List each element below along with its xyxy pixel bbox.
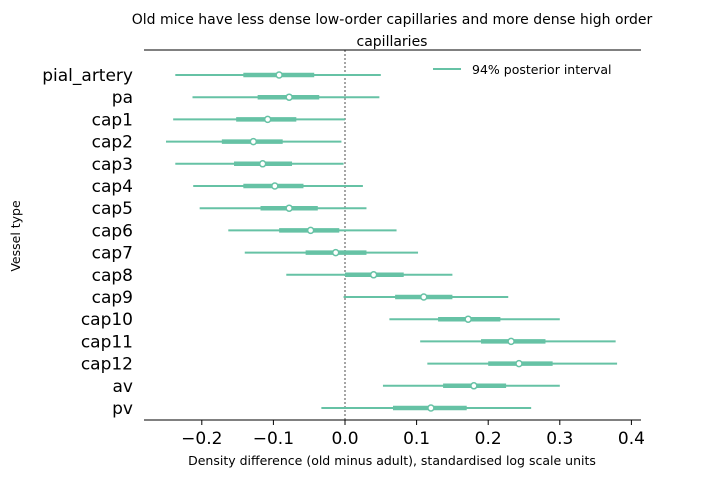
- y-tick-label-cap6: cap6: [92, 221, 133, 241]
- interval-cap5: [199, 204, 367, 212]
- median-point-pv: [427, 404, 435, 412]
- y-tick-label-cap12: cap12: [81, 355, 133, 375]
- median-point-cap3: [258, 160, 267, 168]
- median-point-cap7: [331, 248, 340, 257]
- y-tick-label-pv: pv: [112, 399, 133, 419]
- x-tick-label: −0.1: [253, 429, 294, 449]
- interval-cap9: [343, 293, 509, 301]
- interval-av: [382, 382, 560, 390]
- y-tick-label-cap9: cap9: [92, 288, 133, 308]
- y-tick-label-cap5: cap5: [92, 199, 133, 219]
- y-tick-label-cap4: cap4: [92, 177, 133, 197]
- interval-cap10: [389, 315, 560, 323]
- interval-cap1: [173, 115, 345, 124]
- median-point-cap9: [420, 293, 428, 301]
- y-tick-label-cap3: cap3: [92, 155, 133, 175]
- interval-cap11: [420, 337, 616, 346]
- x-tick-label: 0.4: [618, 429, 645, 449]
- interval-cap4: [193, 182, 363, 190]
- median-point-cap11: [507, 337, 515, 346]
- median-point-cap1: [263, 115, 272, 124]
- y-tick-label-cap8: cap8: [92, 266, 133, 286]
- median-point-av: [470, 382, 478, 390]
- legend-label: 94% posterior interval: [472, 62, 611, 77]
- median-point-pa: [285, 93, 293, 101]
- interval-cap7: [244, 248, 419, 257]
- chart-title: Old mice have less dense low-order capil…: [132, 12, 653, 50]
- y-tick-label-cap7: cap7: [92, 244, 133, 264]
- x-tick-label: 0.0: [331, 429, 358, 449]
- interval-cap3: [175, 160, 344, 168]
- median-point-cap6: [306, 226, 315, 235]
- interval-cap8: [286, 271, 453, 279]
- y-tick-label-cap11: cap11: [81, 332, 133, 352]
- y-tick-label-cap1: cap1: [92, 110, 133, 130]
- y-axis-label: Vessel type: [8, 200, 23, 272]
- interval-pa: [192, 93, 380, 101]
- x-axis-label: Density difference (old minus adult), st…: [188, 453, 596, 468]
- chart-title-line-2: capillaries: [357, 34, 428, 50]
- y-tick-label-av: av: [113, 377, 133, 397]
- legend: 94% posterior interval: [433, 62, 611, 77]
- y-tick-label-cap10: cap10: [81, 310, 133, 330]
- median-point-cap4: [271, 182, 279, 190]
- interval-cap12: [427, 359, 618, 368]
- x-tick-label: 0.2: [475, 429, 502, 449]
- median-point-cap8: [369, 271, 378, 279]
- interval-cap2: [166, 137, 342, 146]
- median-point-cap12: [515, 359, 523, 368]
- y-tick-label-pial_artery: pial_artery: [42, 66, 133, 86]
- interval-cap6: [228, 226, 397, 235]
- interval-pv: [321, 404, 532, 412]
- median-point-pial_artery: [275, 71, 283, 79]
- chart-title-line-1: Old mice have less dense low-order capil…: [132, 12, 653, 28]
- median-point-cap10: [464, 315, 472, 323]
- y-tick-label-cap2: cap2: [92, 133, 133, 153]
- x-tick-label: 0.3: [546, 429, 573, 449]
- x-tick-label: −0.2: [181, 429, 222, 449]
- y-tick-label-pa: pa: [112, 88, 133, 108]
- median-point-cap5: [285, 204, 293, 212]
- median-point-cap2: [249, 137, 258, 146]
- interval-pial_artery: [175, 71, 381, 79]
- x-tick-label: 0.1: [403, 429, 430, 449]
